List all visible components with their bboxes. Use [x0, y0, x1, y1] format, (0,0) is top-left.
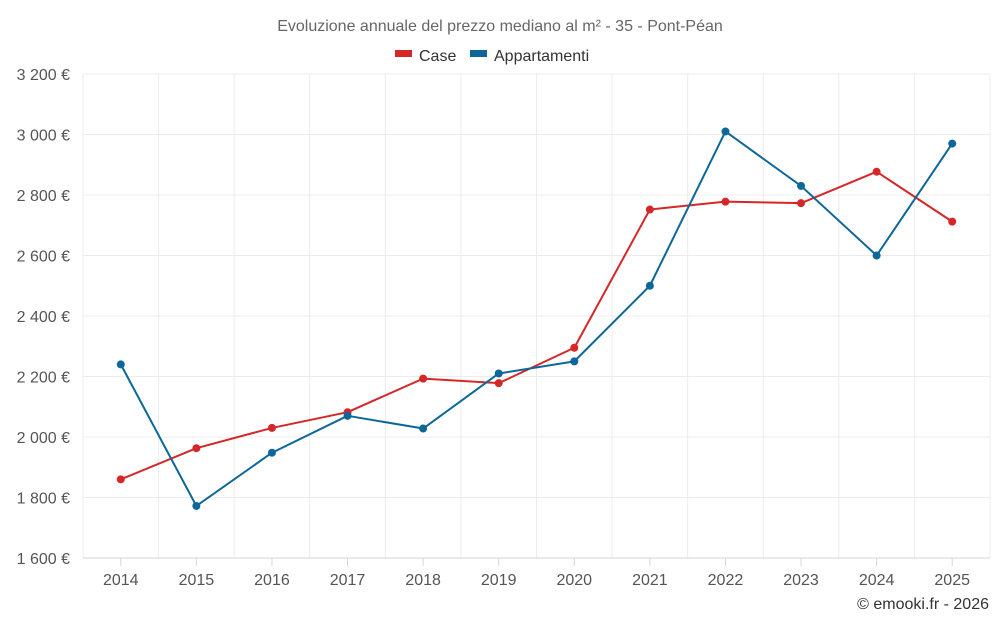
y-tick-label: 2 800 € — [17, 188, 70, 205]
y-tick-label: 3 200 € — [17, 67, 70, 84]
x-tick-label: 2015 — [179, 572, 215, 589]
legend-label-appartamenti[interactable]: Appartamenti — [494, 48, 589, 65]
legend-swatch-appartamenti[interactable] — [470, 50, 487, 57]
data-point-appartamenti[interactable] — [419, 424, 428, 433]
data-point-case[interactable] — [872, 167, 881, 176]
legend: Case Appartamenti — [395, 48, 589, 65]
data-point-case[interactable] — [797, 199, 806, 208]
x-tick-label: 2023 — [783, 572, 819, 589]
x-tick-label: 2018 — [405, 572, 441, 589]
y-tick-label: 2 200 € — [17, 370, 70, 387]
data-point-appartamenti[interactable] — [721, 127, 730, 136]
chart-title: Evoluzione annuale del prezzo mediano al… — [277, 18, 723, 35]
y-tick-label: 2 600 € — [17, 249, 70, 266]
y-tick-label: 3 000 € — [17, 128, 70, 145]
data-point-appartamenti[interactable] — [343, 411, 352, 420]
data-point-case[interactable] — [419, 374, 428, 383]
x-tick-label: 2017 — [330, 572, 366, 589]
series-line-appartamenti — [119, 130, 954, 507]
x-tick-label: 2025 — [934, 572, 970, 589]
data-point-case[interactable] — [645, 205, 654, 214]
legend-label-case[interactable]: Case — [419, 48, 456, 65]
credit-text: © emooki.fr - 2026 — [857, 596, 989, 613]
y-tick-label: 2 000 € — [17, 430, 70, 447]
y-tick-label: 2 400 € — [17, 309, 70, 326]
series — [116, 127, 957, 510]
legend-swatch-case[interactable] — [395, 50, 412, 57]
data-point-appartamenti[interactable] — [948, 139, 957, 148]
x-tick-label: 2019 — [481, 572, 517, 589]
x-tick-label: 2024 — [859, 572, 895, 589]
data-point-appartamenti[interactable] — [570, 357, 579, 366]
data-point-appartamenti[interactable] — [116, 360, 125, 369]
data-point-appartamenti[interactable] — [797, 181, 806, 190]
data-point-appartamenti[interactable] — [872, 251, 881, 260]
data-point-appartamenti[interactable] — [645, 281, 654, 290]
data-point-appartamenti[interactable] — [192, 501, 201, 510]
data-point-case[interactable] — [721, 197, 730, 206]
data-point-case[interactable] — [570, 343, 579, 352]
x-tick-label: 2014 — [103, 572, 139, 589]
data-point-case[interactable] — [494, 379, 503, 388]
series-appartamenti — [116, 127, 957, 510]
y-tick-label: 1 600 € — [17, 551, 70, 568]
x-tick-label: 2016 — [254, 572, 290, 589]
x-tick-label: 2021 — [632, 572, 668, 589]
data-point-case[interactable] — [116, 475, 125, 484]
x-tick-label: 2020 — [556, 572, 592, 589]
x-tick-label: 2022 — [708, 572, 744, 589]
axes: 1 600 € 1 800 € 2 000 € 2 200 € 2 400 € 2 600… — [17, 67, 990, 589]
data-point-case[interactable] — [267, 423, 276, 432]
y-tick-label: 1 800 € — [17, 491, 70, 508]
data-point-appartamenti[interactable] — [494, 369, 503, 378]
data-point-case[interactable] — [192, 444, 201, 453]
gridlines — [82, 73, 991, 558]
data-point-case[interactable] — [948, 217, 957, 226]
data-point-appartamenti[interactable] — [267, 448, 276, 457]
